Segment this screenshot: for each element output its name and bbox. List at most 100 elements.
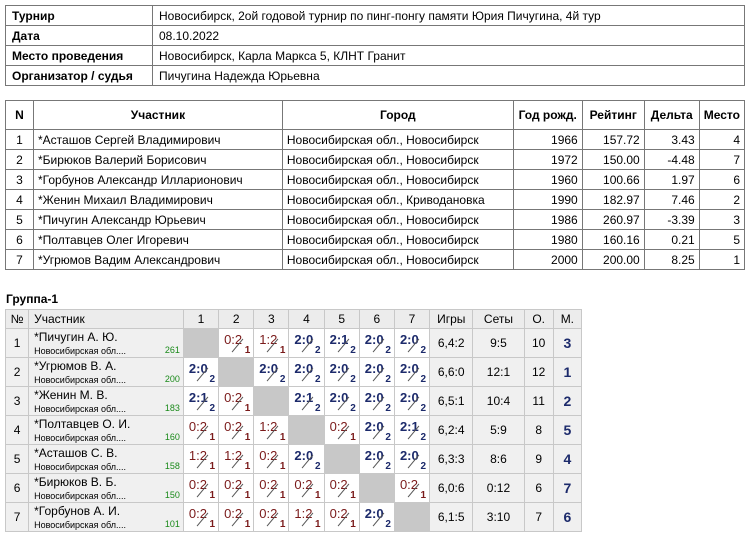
group-col-opponent: 1 xyxy=(182,309,220,329)
match-points: 1 xyxy=(350,490,356,501)
match-points: 1 xyxy=(279,519,286,530)
player-city: Новосибирская обл.... xyxy=(34,404,127,414)
group-row-number: 3 xyxy=(4,386,30,416)
match-score: 0:2 xyxy=(188,419,207,434)
group-col-place: М. xyxy=(552,309,583,329)
participant-year: 1980 xyxy=(512,229,583,250)
match-cell: 0:2 1 xyxy=(393,473,431,503)
participants-table: N Участник Город Год рожд. Рейтинг Дельт… xyxy=(5,100,746,270)
group-points: 9 xyxy=(523,444,554,474)
match-cell: 2:0 2 xyxy=(393,328,431,358)
match-cell: 0:2 1 xyxy=(323,473,360,503)
match-points: 1 xyxy=(420,490,427,501)
player-name: *Асташов С. В. xyxy=(34,446,118,460)
info-label: Турнир xyxy=(5,5,153,26)
group-place: 3 xyxy=(552,328,583,358)
match-score: 0:2 xyxy=(294,477,313,492)
match-score: 2:0 xyxy=(364,419,384,434)
match-cell-self xyxy=(218,357,255,387)
participant-name: *Женин Михаил Владимирович xyxy=(32,189,283,210)
match-points: 2 xyxy=(420,403,427,414)
player-name: *Полтавцев О. И. xyxy=(34,417,131,431)
match-score: 0:2 xyxy=(329,419,348,434)
match-cell: 1:2 1 xyxy=(253,328,290,358)
group-row-number: 7 xyxy=(4,502,30,532)
participant-year: 2000 xyxy=(512,249,583,270)
participant-row: 4 *Женин Михаил Владимирович Новосибирская… xyxy=(5,189,746,210)
match-score: 2:0 xyxy=(399,448,419,463)
group-place: 1 xyxy=(552,357,583,387)
match-points: 2 xyxy=(209,403,216,414)
participant-rating: 100.66 xyxy=(581,169,645,190)
match-cell: 2:0 2 xyxy=(288,444,325,474)
group-cross-table: № Участник 1 2 3 4 5 6 7 Игры Сеты О. М. 1 *Пичугин… xyxy=(4,309,583,532)
group-place: 6 xyxy=(552,502,583,532)
participant-place: 3 xyxy=(698,209,746,230)
match-score: 0:2 xyxy=(259,448,278,463)
match-cell: 1:2 1 xyxy=(218,444,255,474)
match-points: 2 xyxy=(209,374,216,385)
match-cell: 2:0 2 xyxy=(393,357,431,387)
match-cell: 0:2 1 xyxy=(323,415,360,445)
group-header-row: № Участник 1 2 3 4 5 6 7 Игры Сеты О. М. xyxy=(4,309,583,329)
participants-header-row: N Участник Город Год рожд. Рейтинг Дельт… xyxy=(5,100,746,130)
participant-name: *Асташов Сергей Владимирович xyxy=(32,129,283,150)
player-rating: 150 xyxy=(164,490,180,500)
participant-row: 2 *Бирюков Валерий Борисович Новосибирская… xyxy=(5,149,746,170)
match-points: 2 xyxy=(350,345,356,356)
participant-n: 1 xyxy=(5,129,34,150)
group-points: 12 xyxy=(523,357,554,387)
match-cell: 0:2 1 xyxy=(288,473,325,503)
match-cell: 2:0 2 xyxy=(253,357,290,387)
participant-delta: 3.43 xyxy=(643,129,700,150)
info-value: Новосибирск, 2ой годовой турнир по пинг-… xyxy=(152,5,745,26)
match-cell: 0:2 1 xyxy=(182,473,220,503)
group-place: 5 xyxy=(552,415,583,445)
match-score: 0:2 xyxy=(259,506,278,521)
group-sets: 9:5 xyxy=(472,328,525,358)
match-cell: 0:2 1 xyxy=(218,415,255,445)
match-points: 2 xyxy=(420,345,427,356)
group-col-games: Игры xyxy=(429,309,474,329)
match-score: 0:2 xyxy=(399,477,419,492)
group-player: *Бирюков В. Б. Новосибирская обл.... 150 xyxy=(28,473,184,503)
match-points: 2 xyxy=(385,374,391,385)
match-points: 1 xyxy=(209,432,216,443)
group-row: 6 *Бирюков В. Б. Новосибирская обл.... 150 0… xyxy=(4,473,583,503)
match-score: 2:0 xyxy=(399,361,419,376)
participant-row: 5 *Пичугин Александр Юрьевич Новосибирская… xyxy=(5,209,746,230)
group-games: 6,5:1 xyxy=(429,386,474,416)
match-score: 0:2 xyxy=(224,506,243,521)
match-points: 1 xyxy=(315,519,321,530)
match-cell: 1:2 1 xyxy=(288,502,325,532)
match-points: 1 xyxy=(350,432,356,443)
match-cell: 2:1 2 xyxy=(393,415,431,445)
match-score: 2:1 xyxy=(399,419,419,434)
match-score: 1:2 xyxy=(188,448,207,463)
participant-year: 1986 xyxy=(512,209,583,230)
info-label: Организатор / судья xyxy=(5,65,153,86)
participant-rating: 182.97 xyxy=(581,189,645,210)
match-score: 0:2 xyxy=(188,506,207,521)
col-header-place: Место xyxy=(698,100,746,130)
group-row: 5 *Асташов С. В. Новосибирская обл.... 158 1… xyxy=(4,444,583,474)
group-points: 10 xyxy=(523,328,554,358)
participant-city: Новосибирская обл., Новосибирск xyxy=(281,129,514,150)
match-cell: 2:0 2 xyxy=(393,444,431,474)
player-rating: 101 xyxy=(164,519,180,529)
participant-city: Новосибирская обл., Новосибирск xyxy=(281,229,514,250)
match-points: 1 xyxy=(279,432,286,443)
match-cell: 0:2 1 xyxy=(218,386,255,416)
match-cell: 2:0 2 xyxy=(323,386,360,416)
match-points: 1 xyxy=(244,461,251,472)
col-header-year: Год рожд. xyxy=(512,100,583,130)
match-points: 2 xyxy=(420,461,427,472)
match-points: 2 xyxy=(385,461,391,472)
group-player: *Асташов С. В. Новосибирская обл.... 158 xyxy=(28,444,184,474)
match-score: 0:2 xyxy=(224,390,243,405)
participant-city: Новосибирская обл., Криводановка xyxy=(281,189,514,210)
participant-row: 7 *Угрюмов Вадим Александрович Новосибирск… xyxy=(5,249,746,270)
participant-rating: 150.00 xyxy=(581,149,645,170)
match-points: 1 xyxy=(244,519,251,530)
match-cell: 2:0 2 xyxy=(393,386,431,416)
